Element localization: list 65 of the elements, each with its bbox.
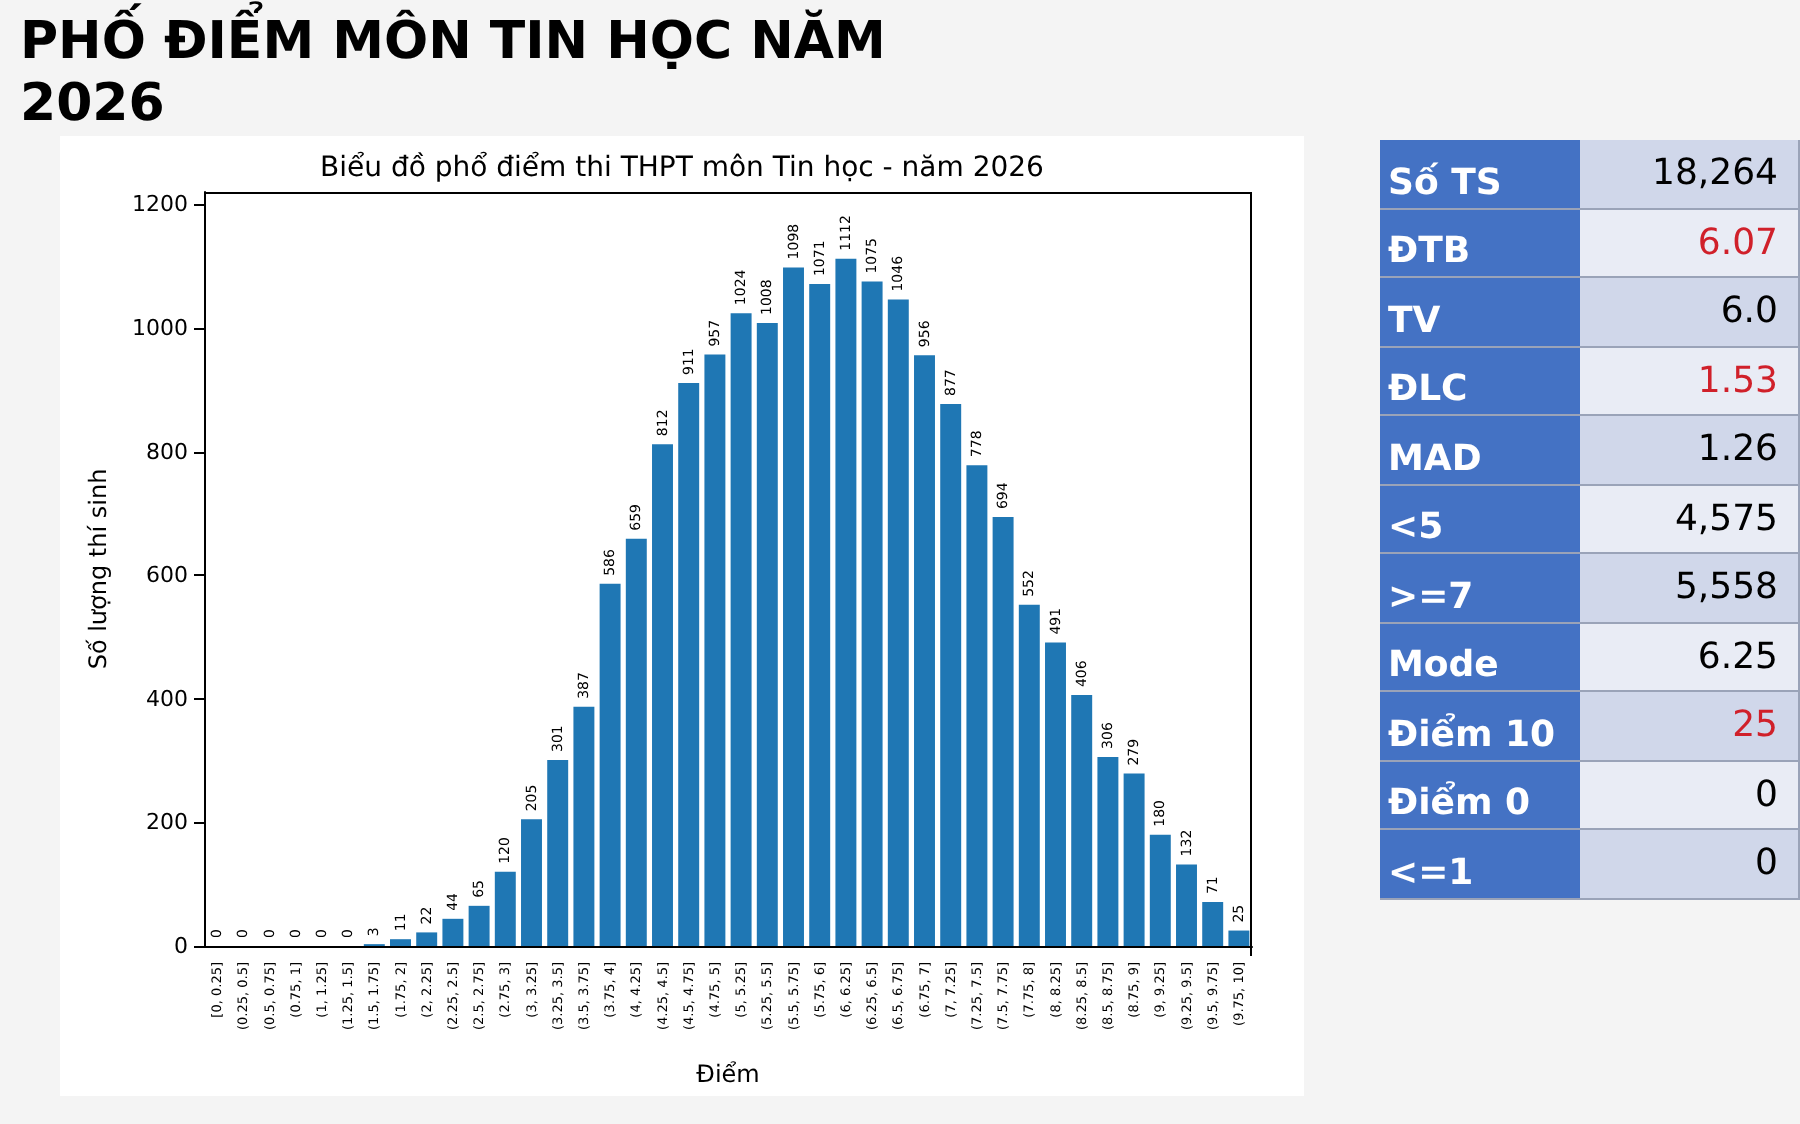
text: 4,575 — [1580, 485, 1800, 552]
bar — [704, 354, 726, 946]
bar — [966, 465, 988, 946]
bar — [547, 759, 569, 946]
text: 6.25 — [1580, 623, 1800, 690]
bar — [468, 905, 490, 946]
bar — [1149, 834, 1171, 946]
text: <5 — [1380, 485, 1580, 552]
text: 1.26 — [1580, 416, 1800, 483]
bar — [1228, 930, 1250, 946]
y-axis-title: Số lượng thí sinh — [84, 468, 113, 670]
bar — [1045, 642, 1066, 946]
text: Điểm 0 — [1380, 761, 1580, 828]
y-tick-label: 1000 — [132, 314, 188, 341]
text: 1.53 — [1580, 347, 1800, 414]
x-axis-title: Điểm — [696, 1060, 760, 1088]
bar — [494, 871, 516, 946]
bar — [1123, 773, 1145, 946]
bar — [1176, 864, 1197, 946]
text: 18,264 — [1580, 140, 1800, 207]
text: >=7 — [1380, 554, 1580, 621]
text: ĐTB — [1380, 209, 1580, 276]
chart-title: Biểu đồ phổ điểm thi THPT môn Tin học - năm 2026 — [320, 150, 1045, 184]
y-tick-label: 0 — [174, 933, 188, 959]
bar — [1202, 902, 1224, 946]
bar — [835, 258, 857, 946]
bar — [416, 932, 438, 946]
bar — [914, 355, 935, 946]
bar — [599, 583, 621, 946]
bar — [625, 538, 647, 946]
bar — [783, 267, 804, 946]
text: <=1 — [1380, 830, 1580, 897]
y-tick-label: 400 — [146, 685, 188, 712]
text: 0 — [1580, 761, 1800, 828]
bar — [756, 323, 778, 946]
bar — [1018, 604, 1040, 946]
bar — [887, 299, 909, 946]
text: Số TS — [1380, 140, 1580, 207]
bar — [1071, 695, 1093, 946]
bar — [992, 517, 1014, 946]
text: 6.07 — [1580, 209, 1800, 276]
text: 0 — [1580, 830, 1800, 897]
y-tick-label: 200 — [146, 809, 188, 836]
text: Điểm 10 — [1380, 692, 1580, 759]
bar — [573, 706, 595, 946]
bar — [652, 444, 673, 946]
bar — [390, 939, 411, 946]
text: 5,558 — [1580, 554, 1800, 621]
bar — [1097, 756, 1119, 946]
bar — [521, 819, 542, 946]
bar — [809, 284, 831, 946]
text: MAD — [1380, 416, 1580, 483]
y-tick-label: 1200 — [132, 191, 188, 218]
text: Mode — [1380, 623, 1580, 690]
text: ĐLC — [1380, 347, 1580, 414]
text: 25 — [1580, 692, 1800, 759]
y-tick-label: 800 — [146, 438, 188, 465]
bar — [442, 918, 464, 946]
text: 6.0 — [1580, 278, 1800, 345]
y-tick-label: 600 — [146, 562, 188, 589]
text: TV — [1380, 278, 1580, 345]
bar — [861, 281, 883, 946]
bar — [730, 313, 752, 946]
bar — [678, 382, 700, 946]
bar — [940, 403, 962, 946]
